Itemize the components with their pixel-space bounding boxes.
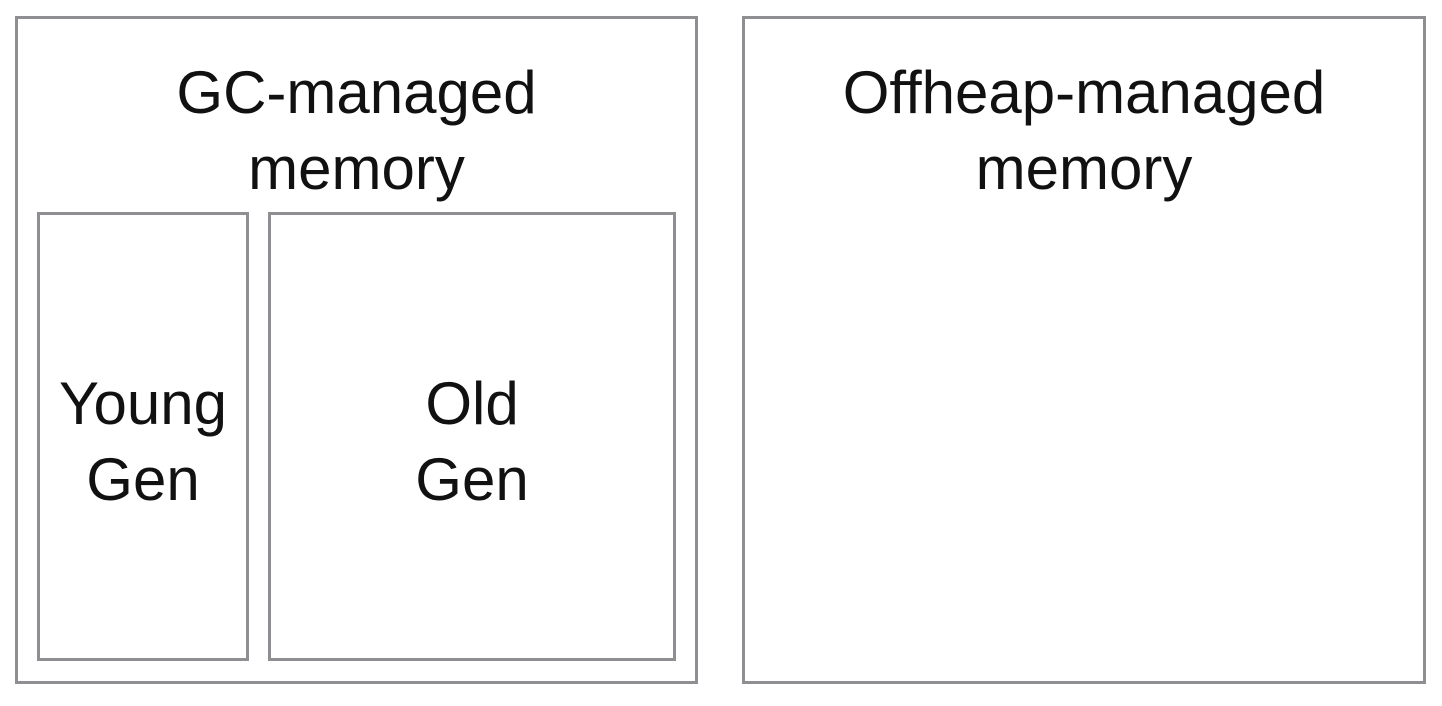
young-gen-line1: Young [59,370,227,437]
gc-title-line1: GC-managed [176,59,537,126]
old-gen-label: Old Gen [271,366,673,518]
old-gen-box: Old Gen [268,212,676,661]
young-gen-box: Young Gen [37,212,249,661]
old-gen-line2: Gen [415,446,529,513]
gc-managed-memory-box: GC-managed memory Young Gen Old Gen [15,16,698,684]
gc-title-line2: memory [248,135,465,202]
offheap-managed-memory-title: Offheap-managed memory [745,55,1423,207]
old-gen-line1: Old [425,370,519,437]
offheap-title-line2: memory [975,135,1193,202]
offheap-managed-memory-box: Offheap-managed memory [742,16,1426,684]
gc-managed-memory-title: GC-managed memory [18,55,695,207]
young-gen-line2: Gen [86,446,200,513]
young-gen-label: Young Gen [40,366,246,518]
offheap-title-line1: Offheap-managed [842,59,1326,126]
